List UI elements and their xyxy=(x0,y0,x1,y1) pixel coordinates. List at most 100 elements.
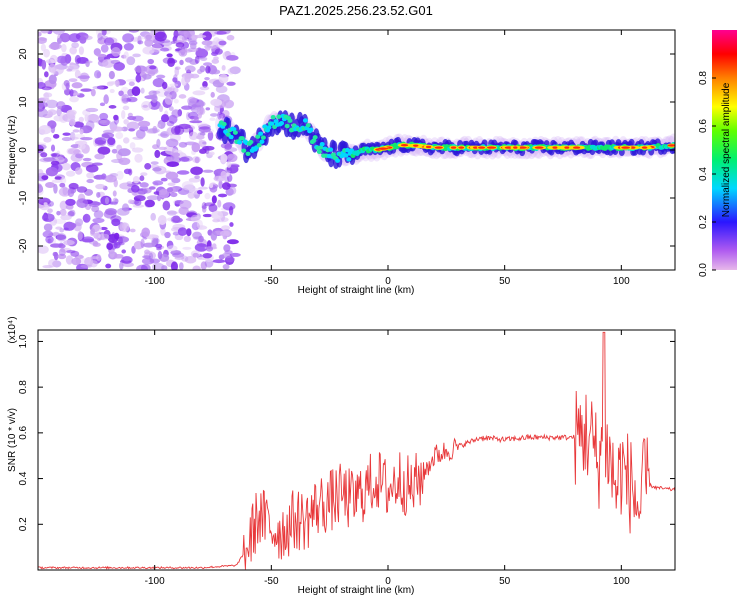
spectrogram-noise-blob xyxy=(71,82,83,89)
spectrogram-noise-blob xyxy=(220,142,233,149)
spectrogram-noise-blob xyxy=(95,183,106,190)
spectrogram-noise-blob xyxy=(72,92,80,96)
spectrogram-noise-blob xyxy=(202,80,208,88)
track-hotspot-core xyxy=(478,146,486,149)
spectrogram-x-ticks: -100 -50 0 50 100 xyxy=(145,30,630,287)
spectrogram-noise-blob xyxy=(174,67,180,77)
colorbar-tick-label: 0.4 xyxy=(698,167,709,181)
track-core xyxy=(305,123,311,128)
spectrogram-noise-blob xyxy=(137,40,144,45)
track-hotspot-core xyxy=(504,146,513,149)
spectrogram-noise-blob xyxy=(100,226,108,231)
track-core xyxy=(344,147,350,153)
spectrogram-noise-blob xyxy=(53,133,60,139)
spectrogram-noise-blob xyxy=(38,144,44,154)
spectrogram-noise-blob xyxy=(229,222,234,227)
spectrogram-noise-blob xyxy=(182,34,188,43)
snr-panel: -100 -50 0 50 100 0.2 0.4 0.6 0.8 1.0 Height of … xyxy=(7,316,676,596)
spectrogram-noise-blob xyxy=(96,191,101,198)
spectrogram-noise-blob xyxy=(52,64,64,75)
track-core xyxy=(316,149,322,155)
spectrogram-noise-blob xyxy=(201,206,207,213)
track-core xyxy=(259,139,265,144)
track-hotspot-core xyxy=(400,144,409,147)
spectrogram-noise-blob xyxy=(89,256,99,260)
track-core xyxy=(245,151,251,157)
spectrogram-noise-blob xyxy=(107,137,116,146)
spectrogram-noise-blob xyxy=(77,231,83,241)
spectrogram-noise-blob xyxy=(133,240,144,250)
spectrogram-noise-blob xyxy=(65,255,74,265)
spectrogram-noise-blob xyxy=(166,53,173,58)
track-core xyxy=(276,114,282,119)
spectrogram-noise-blob xyxy=(170,192,178,198)
spectrogram-noise-blob xyxy=(123,119,129,125)
spectrogram-noise-blob xyxy=(106,81,114,87)
spectrogram-noise-blob xyxy=(160,114,170,123)
spectrogram-noise-blob xyxy=(135,129,146,139)
spectrogram-noise-blob xyxy=(59,113,68,124)
spectrogram-noise-blob xyxy=(222,202,236,211)
spectrogram-noise-blob xyxy=(51,179,63,183)
track-core xyxy=(319,141,325,147)
spectrogram-noise-blob xyxy=(113,114,119,121)
spectrogram-noise-blob xyxy=(172,87,179,93)
x-tick-label: -100 xyxy=(145,576,165,587)
spectrogram-noise-blob xyxy=(138,120,151,128)
spectrogram-noise-blob xyxy=(57,37,62,44)
y-tick-label: 0 xyxy=(18,147,29,153)
x-tick-label: 0 xyxy=(385,576,391,587)
track-core xyxy=(328,147,334,152)
spectrogram-noise-blob xyxy=(95,119,107,124)
spectrogram-noise-blob xyxy=(194,55,200,64)
spectrogram-noise-blob xyxy=(211,51,219,56)
spectrogram-noise-blob xyxy=(50,243,63,248)
y-tick-label: 0.8 xyxy=(18,380,29,394)
spectrogram-noise-blob xyxy=(142,255,152,259)
spectrogram-noise-blob xyxy=(45,235,54,244)
track-core xyxy=(266,125,272,130)
spectrogram-noise-blob xyxy=(229,186,237,195)
spectrogram-noise-blob xyxy=(111,218,121,227)
spectrogram-noise-blob xyxy=(209,183,214,189)
spectrogram-noise-blob xyxy=(204,47,211,51)
track-core xyxy=(335,158,341,163)
spectrogram-noise-blob xyxy=(202,213,213,218)
spectrogram-noise-blob xyxy=(196,122,208,127)
spectrogram-noise-blob xyxy=(109,249,115,258)
spectrogram-noise-blob xyxy=(116,236,130,243)
spectrogram-noise-blob xyxy=(142,104,149,108)
spectrogram-noise-blob xyxy=(198,186,209,190)
spectrogram-noise-blob xyxy=(131,184,140,193)
spectrogram-noise-blob xyxy=(199,105,204,115)
spectrogram-noise-blob xyxy=(141,257,155,265)
spectrogram-noise-blob xyxy=(201,40,213,46)
spectrogram-noise-blob xyxy=(194,175,200,180)
spectrogram-noise-blob xyxy=(171,109,181,118)
spectrogram-noise-blob xyxy=(59,182,66,188)
spectrogram-noise-blob xyxy=(172,215,181,221)
spectrogram-noise-blob xyxy=(38,245,49,254)
spectrogram-noise-blob xyxy=(60,214,72,221)
spectrogram-x-axis-label: Height of straight line (km) xyxy=(298,285,415,296)
spectrogram-noise-blob xyxy=(156,123,161,128)
spectrogram-noise-blob xyxy=(111,46,121,57)
spectrogram-noise-blob xyxy=(100,35,108,39)
track-core xyxy=(239,136,245,141)
spectrogram-noise-blob xyxy=(43,48,50,58)
spectrogram-noise-blob xyxy=(105,263,112,269)
spectrogram-noise-blob xyxy=(218,112,226,119)
spectrogram-noise-blob xyxy=(226,81,236,86)
spectrogram-noise-blob xyxy=(44,71,49,78)
spectrogram-noise-blob xyxy=(55,226,63,230)
spectrogram-noise-blob xyxy=(118,157,131,166)
spectrogram-noise-blob xyxy=(68,222,77,229)
spectrogram-noise-blob xyxy=(179,59,184,66)
spectrogram-noise-blob xyxy=(101,132,115,139)
spectrogram-noise-blob xyxy=(200,177,205,187)
spectrogram-noise-blob xyxy=(170,125,181,135)
spectrogram-noise-blob xyxy=(171,40,176,45)
spectrogram-noise-blob xyxy=(127,115,137,121)
spectrogram-noise-blob xyxy=(209,151,215,156)
